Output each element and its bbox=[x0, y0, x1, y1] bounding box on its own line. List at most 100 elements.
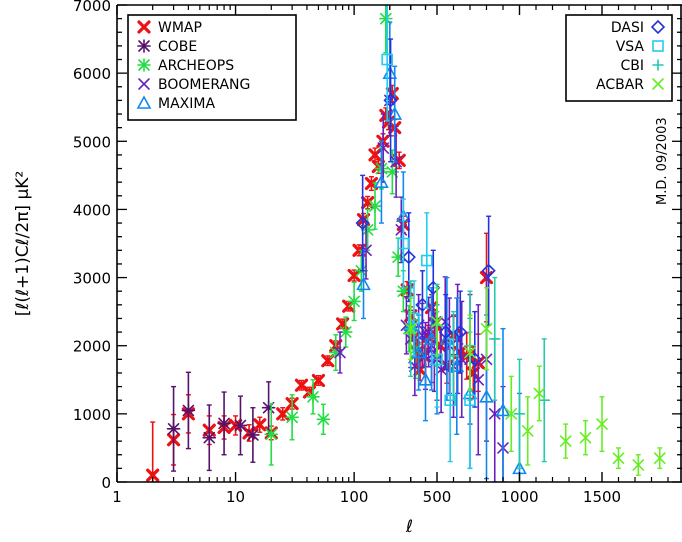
data-point-boomerang bbox=[395, 196, 408, 264]
data-point-cobe bbox=[246, 407, 260, 463]
marker-dasi bbox=[355, 215, 370, 231]
marker-archeops bbox=[347, 294, 361, 309]
data-point-acbar bbox=[480, 287, 493, 371]
marker-acbar bbox=[533, 387, 546, 400]
series-maxima bbox=[356, 21, 527, 482]
marker-maxima bbox=[424, 331, 439, 345]
y-tick-label: 2000 bbox=[73, 338, 111, 356]
marker-acbar bbox=[612, 452, 625, 464]
data-point-acbar bbox=[559, 423, 572, 459]
marker-cobe bbox=[233, 418, 248, 433]
marker-wmap bbox=[253, 418, 267, 432]
marker-maxima bbox=[418, 372, 433, 386]
y-tick-label: 5000 bbox=[73, 133, 111, 151]
data-point-cbi bbox=[447, 310, 460, 401]
legend-label: CBI bbox=[620, 58, 644, 74]
marker-cobe bbox=[202, 430, 217, 445]
legend-label: WMAP bbox=[158, 20, 202, 36]
data-point-dasi bbox=[453, 290, 468, 374]
data-point-wmap bbox=[146, 421, 160, 482]
x-tick-label: 1000 bbox=[500, 488, 538, 506]
legend-label: BOOMERANG bbox=[158, 77, 250, 93]
legend-label: DASI bbox=[611, 20, 644, 36]
legend-box bbox=[127, 14, 297, 121]
y-axis-label: [ℓ(ℓ+1)Cℓ/2π] μK² bbox=[13, 171, 33, 317]
legend-entry-acbar: ACBAR bbox=[596, 77, 664, 93]
marker-boomerang bbox=[395, 224, 408, 236]
data-point-vsa bbox=[408, 280, 420, 357]
legend-entry-cobe: COBE bbox=[137, 39, 197, 55]
legend-left: WMAP COBE ARCHEOPS BOOMERANG MAXIMA bbox=[127, 14, 297, 121]
data-point-cobe bbox=[233, 395, 248, 456]
y-tick-label: 6000 bbox=[73, 65, 111, 83]
series-dasi bbox=[355, 38, 496, 408]
data-point-archeops bbox=[264, 402, 279, 466]
data-point-cobe bbox=[202, 404, 217, 472]
data-point-archeops bbox=[360, 208, 375, 252]
data-point-archeops bbox=[396, 270, 411, 313]
marker-cobe bbox=[217, 416, 231, 431]
data-point-cobe bbox=[166, 385, 181, 472]
marker-acbar bbox=[404, 322, 417, 335]
marker-vsa bbox=[397, 237, 410, 250]
legend-label: ARCHEOPS bbox=[158, 58, 234, 74]
marker-maxima bbox=[356, 276, 371, 291]
data-point-acbar bbox=[431, 287, 443, 357]
y-tick-label: 3000 bbox=[73, 270, 111, 288]
data-point-archeops bbox=[306, 379, 320, 415]
data-point-acbar bbox=[464, 314, 476, 391]
marker-acbar bbox=[521, 425, 534, 437]
data-point-vsa bbox=[381, 5, 393, 122]
series-acbar bbox=[404, 287, 666, 476]
marker-archeops bbox=[306, 390, 320, 404]
legend-entry-archeops: ARCHEOPS bbox=[137, 58, 234, 74]
data-point-acbar bbox=[521, 396, 534, 466]
data-point-acbar bbox=[533, 365, 546, 422]
marker-cobe bbox=[166, 422, 181, 436]
legend-marker-acbar bbox=[652, 78, 664, 90]
marker-acbar bbox=[596, 418, 608, 430]
marker-wmap bbox=[347, 268, 361, 283]
legend-label: COBE bbox=[158, 39, 197, 55]
date-annotation: M.D. 09/2003 bbox=[655, 117, 670, 205]
axes-layer: 1 10 100 500 1000 1500 0 1000 2000 3000 4000 5000 60… bbox=[13, 0, 682, 537]
marker-boomerang bbox=[377, 142, 390, 154]
data-point-maxima bbox=[374, 140, 389, 224]
data-point-archeops bbox=[328, 334, 343, 371]
series-cobe bbox=[166, 371, 276, 472]
legend-marker-cbi bbox=[652, 59, 664, 71]
data-point-cobe bbox=[181, 371, 196, 450]
marker-vsa bbox=[381, 53, 393, 66]
marker-maxima bbox=[479, 389, 494, 403]
legend-marker-vsa bbox=[652, 40, 664, 52]
legend-entry-maxima: MAXIMA bbox=[136, 95, 215, 112]
legend-label: ACBAR bbox=[596, 77, 644, 93]
marker-cobe bbox=[181, 403, 196, 418]
data-point-archeops bbox=[285, 394, 299, 441]
marker-boomerang bbox=[334, 346, 346, 359]
marker-wmap bbox=[311, 373, 326, 388]
marker-wmap bbox=[368, 148, 382, 162]
marker-acbar bbox=[431, 316, 443, 328]
legend-label: MAXIMA bbox=[158, 96, 215, 112]
marker-archeops bbox=[316, 412, 331, 427]
legend-marker-maxima bbox=[136, 95, 152, 109]
data-point-cbi bbox=[538, 338, 551, 463]
marker-cbi bbox=[447, 350, 460, 362]
legend-entry-wmap: WMAP bbox=[137, 20, 202, 36]
data-point-vsa bbox=[420, 212, 433, 309]
x-tick-label: 1500 bbox=[583, 488, 621, 506]
data-point-cbi bbox=[488, 276, 501, 401]
data-point-acbar bbox=[612, 447, 625, 470]
data-point-acbar bbox=[653, 447, 666, 470]
marker-dasi bbox=[401, 249, 416, 265]
marker-archeops bbox=[264, 427, 279, 442]
y-tick-label: 7000 bbox=[73, 0, 111, 15]
data-point-archeops bbox=[347, 281, 361, 322]
data-point-acbar bbox=[404, 297, 417, 361]
data-point-wmap bbox=[311, 373, 326, 388]
data-point-archeops bbox=[316, 403, 331, 435]
y-tick-label: 0 bbox=[101, 474, 111, 492]
data-point-archeops bbox=[368, 182, 382, 230]
data-point-acbar bbox=[505, 375, 518, 453]
